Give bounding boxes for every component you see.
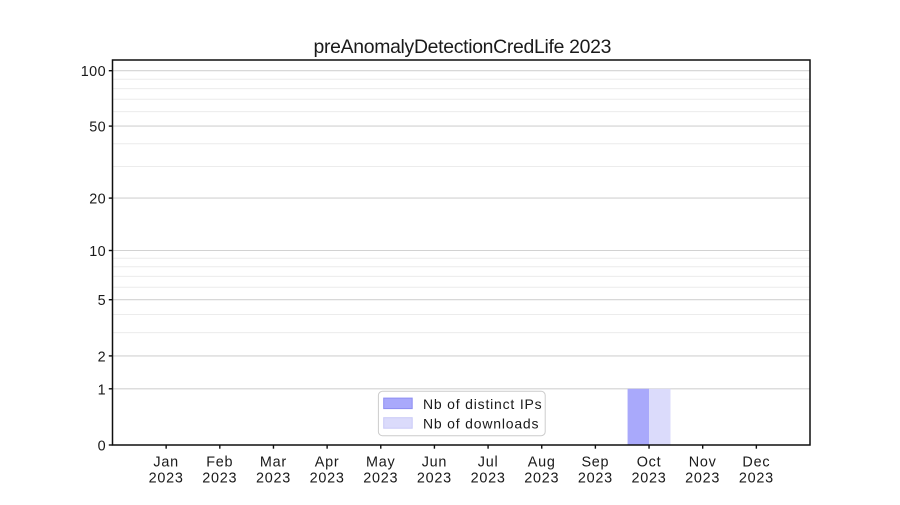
svg-text:10: 10 <box>89 244 106 260</box>
svg-text:2023: 2023 <box>685 470 720 486</box>
svg-text:5: 5 <box>98 293 106 309</box>
svg-text:2023: 2023 <box>149 470 184 486</box>
svg-text:Oct: Oct <box>637 454 662 470</box>
svg-text:Aug: Aug <box>528 454 556 470</box>
svg-text:2023: 2023 <box>471 470 506 486</box>
svg-text:2023: 2023 <box>632 470 667 486</box>
svg-text:2023: 2023 <box>417 470 452 486</box>
svg-text:2023: 2023 <box>310 470 345 486</box>
svg-text:Nb of distinct IPs: Nb of distinct IPs <box>423 396 542 412</box>
svg-text:1: 1 <box>98 382 106 398</box>
svg-text:2023: 2023 <box>202 470 237 486</box>
svg-text:20: 20 <box>89 192 106 208</box>
svg-text:Sep: Sep <box>581 454 609 470</box>
svg-text:0: 0 <box>98 439 106 455</box>
svg-text:Feb: Feb <box>206 454 233 470</box>
svg-text:Nov: Nov <box>689 454 717 470</box>
svg-text:2023: 2023 <box>524 470 559 486</box>
svg-text:Jun: Jun <box>422 454 447 470</box>
svg-text:100: 100 <box>81 64 106 80</box>
svg-text:2023: 2023 <box>739 470 774 486</box>
svg-text:Jul: Jul <box>478 454 499 470</box>
svg-text:May: May <box>366 454 395 470</box>
svg-text:Apr: Apr <box>315 454 340 470</box>
svg-text:Dec: Dec <box>742 454 770 470</box>
svg-text:2023: 2023 <box>578 470 613 486</box>
svg-text:Nb of downloads: Nb of downloads <box>423 416 539 432</box>
svg-text:50: 50 <box>89 120 106 136</box>
svg-text:Mar: Mar <box>260 454 287 470</box>
svg-text:2023: 2023 <box>363 470 398 486</box>
svg-text:2023: 2023 <box>256 470 291 486</box>
svg-text:2: 2 <box>98 349 106 365</box>
svg-text:preAnomalyDetectionCredLife 20: preAnomalyDetectionCredLife 2023 <box>313 36 611 58</box>
svg-text:Jan: Jan <box>153 454 178 470</box>
